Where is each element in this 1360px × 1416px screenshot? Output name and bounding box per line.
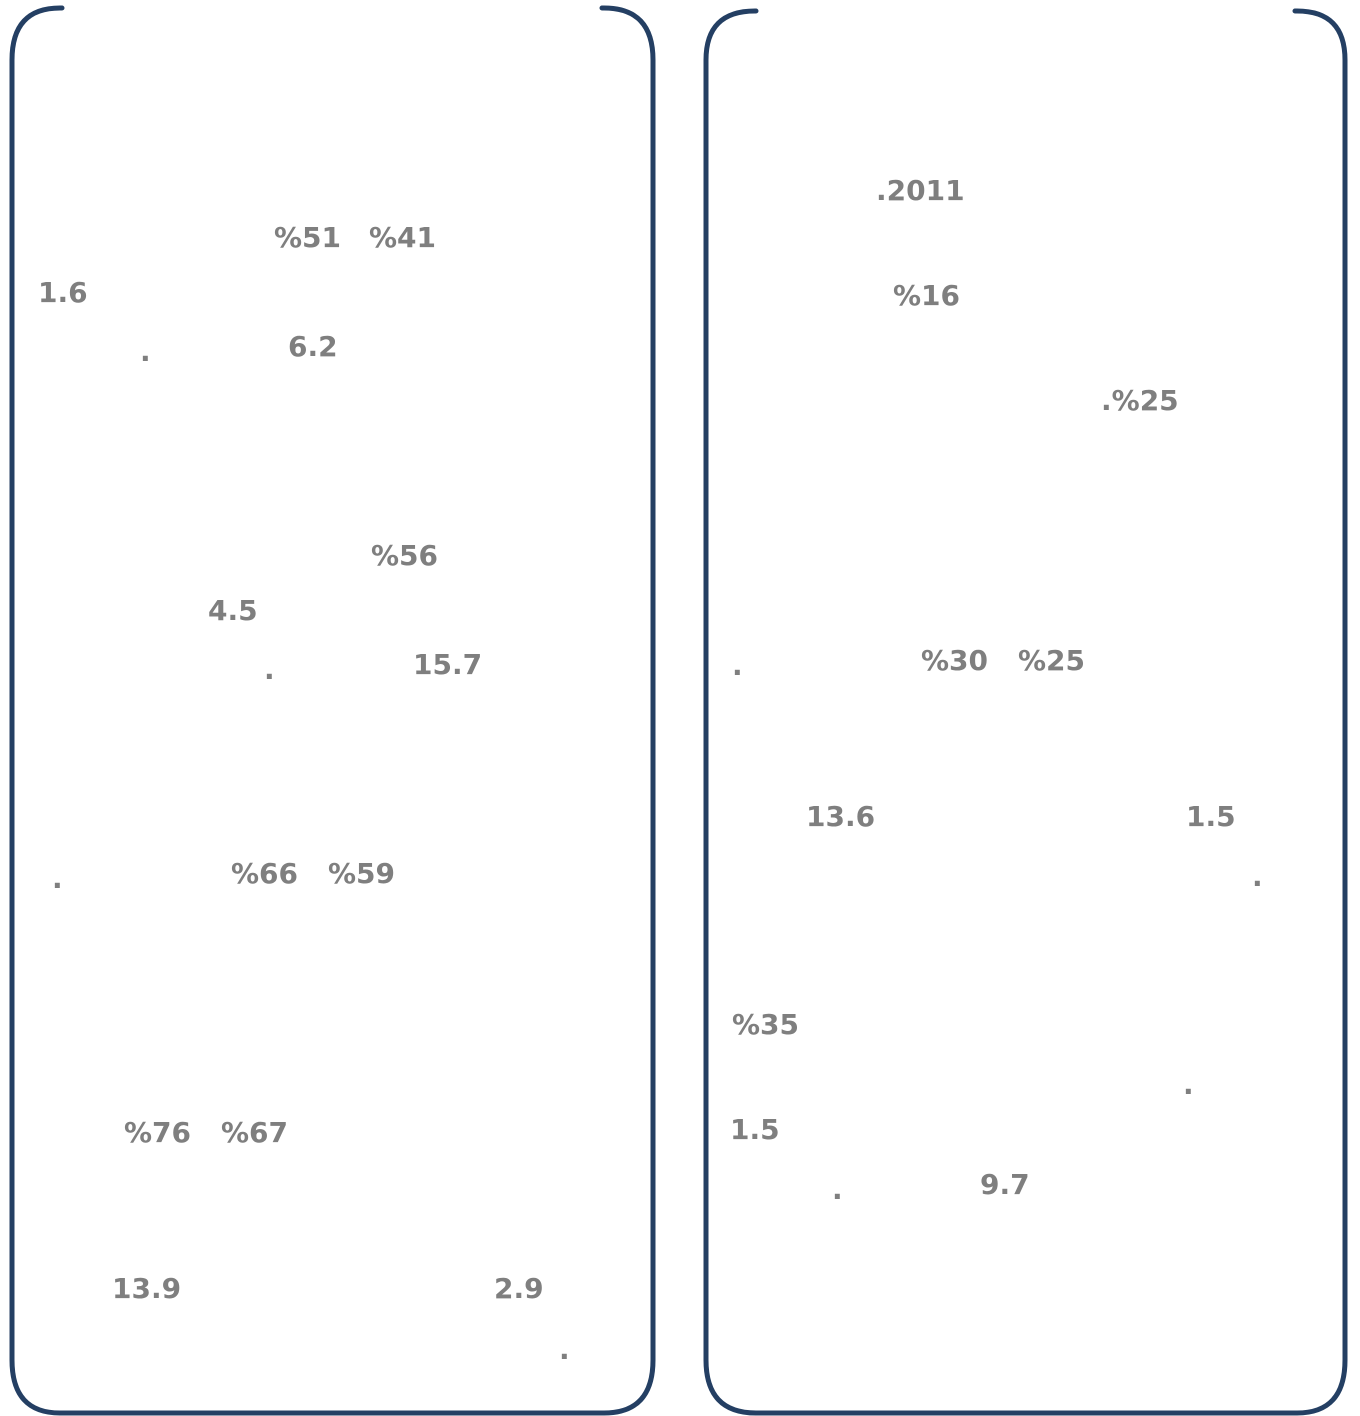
sentence-end-dot: . <box>559 1333 570 1366</box>
sentence-end-dot: . <box>52 862 63 895</box>
stat-41-percent: %41 <box>369 221 437 254</box>
stat-51-percent: %51 <box>274 221 342 254</box>
stat-year-2011: .2011 <box>876 174 965 207</box>
stat-56-percent: %56 <box>371 539 439 572</box>
stat-35-percent: %35 <box>732 1008 800 1041</box>
stat-1-5: 1.5 <box>1186 800 1236 833</box>
stat-25-percent-b: %25 <box>1018 644 1086 677</box>
stat-76-percent: %76 <box>124 1116 192 1149</box>
stat-1-5-b: 1.5 <box>730 1113 780 1146</box>
sentence-end-dot: . <box>1252 860 1263 893</box>
stat-1-6: 1.6 <box>38 276 88 309</box>
sentence-end-dot: . <box>264 653 275 686</box>
sentence-end-dot: . <box>1183 1068 1194 1101</box>
stat-4-5: 4.5 <box>208 594 258 627</box>
stat-13-6: 13.6 <box>806 800 876 833</box>
stat-25-percent: .%25 <box>1101 384 1179 417</box>
sentence-end-dot: . <box>832 1173 843 1206</box>
stat-66-percent: %66 <box>231 857 299 890</box>
right-panel-border <box>703 8 1348 1416</box>
stat-9-7: 9.7 <box>980 1168 1030 1201</box>
stat-67-percent: %67 <box>221 1116 289 1149</box>
stat-16-percent: %16 <box>893 279 961 312</box>
stat-13-9: 13.9 <box>112 1272 182 1305</box>
stat-30-percent: %30 <box>921 644 989 677</box>
stat-15-7: 15.7 <box>413 648 483 681</box>
sentence-end-dot: . <box>140 335 151 368</box>
stat-59-percent: %59 <box>328 857 396 890</box>
right-panel: .2011 %16 .%25 %30 %25 . 13.6 1.5 . %35 … <box>680 0 1360 1416</box>
left-panel-border <box>9 5 656 1416</box>
stat-2-9: 2.9 <box>494 1272 544 1305</box>
stat-6-2: 6.2 <box>288 330 338 363</box>
left-panel: %51 %41 1.6 6.2 . %56 4.5 15.7 . %66 %59… <box>38 221 570 1366</box>
sentence-end-dot: . <box>732 649 743 682</box>
